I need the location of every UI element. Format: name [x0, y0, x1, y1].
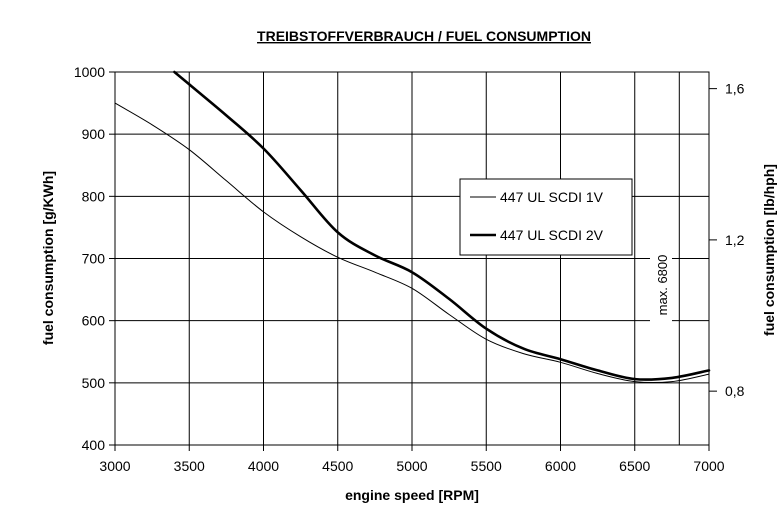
y2-tick-label-1: 1,2: [725, 232, 745, 248]
x-tick-label-6: 6000: [545, 458, 576, 474]
series-layer: [114, 70, 711, 384]
grid-lines: [114, 71, 710, 446]
x-tick-label-2: 4000: [248, 458, 279, 474]
series-line-2: [173, 70, 711, 381]
legend-label-1v: 447 UL SCDI 1V: [500, 189, 604, 205]
y-tick-label-1: 500: [82, 375, 106, 391]
max-rpm-annotation: max. 6800: [650, 240, 672, 325]
y-tick-label-4: 800: [82, 188, 106, 204]
x-tick-label-0: 3000: [99, 458, 130, 474]
legend: 447 UL SCDI 1V 447 UL SCDI 2V: [459, 178, 633, 256]
y-tick-label-0: 400: [82, 437, 106, 453]
x-tick-label-7: 6500: [619, 458, 650, 474]
y-tick-label-2: 600: [82, 313, 106, 329]
y-axis-left: 400 500 600 700 800 900 1000: [74, 64, 115, 453]
annotation-background: [650, 240, 672, 325]
x-tick-label-8: 7000: [693, 458, 724, 474]
x-tick-label-1: 3500: [174, 458, 205, 474]
y-axis-label: fuel consumption [g/KWh]: [40, 171, 56, 345]
legend-label-2v: 447 UL SCDI 2V: [500, 227, 604, 243]
series-line-1: [114, 102, 710, 384]
legend-box: [459, 178, 633, 256]
y-tick-label-6: 1000: [74, 64, 105, 80]
x-axis-label: engine speed [RPM]: [345, 487, 479, 503]
x-tick-label-4: 5000: [396, 458, 427, 474]
y-tick-label-5: 900: [82, 126, 106, 142]
x-tick-label-5: 5500: [471, 458, 502, 474]
max-rpm-label: max. 6800: [655, 255, 670, 316]
y-tick-label-3: 700: [82, 251, 106, 267]
x-axis: 3000 3500 4000 4500 5000 5500 6000 6500 7000: [99, 445, 725, 474]
y2-tick-label-2: 0,8: [725, 383, 745, 399]
y-axis-right: 1,6 1,2 0,8: [709, 81, 745, 399]
y2-axis-label: fuel consumption [lb/hph]: [761, 164, 777, 336]
chart-title: TREIBSTOFFVERBRAUCH / FUEL CONSUMPTION: [257, 28, 591, 44]
y2-tick-label-0: 1,6: [725, 81, 745, 97]
x-tick-label-3: 4500: [322, 458, 353, 474]
